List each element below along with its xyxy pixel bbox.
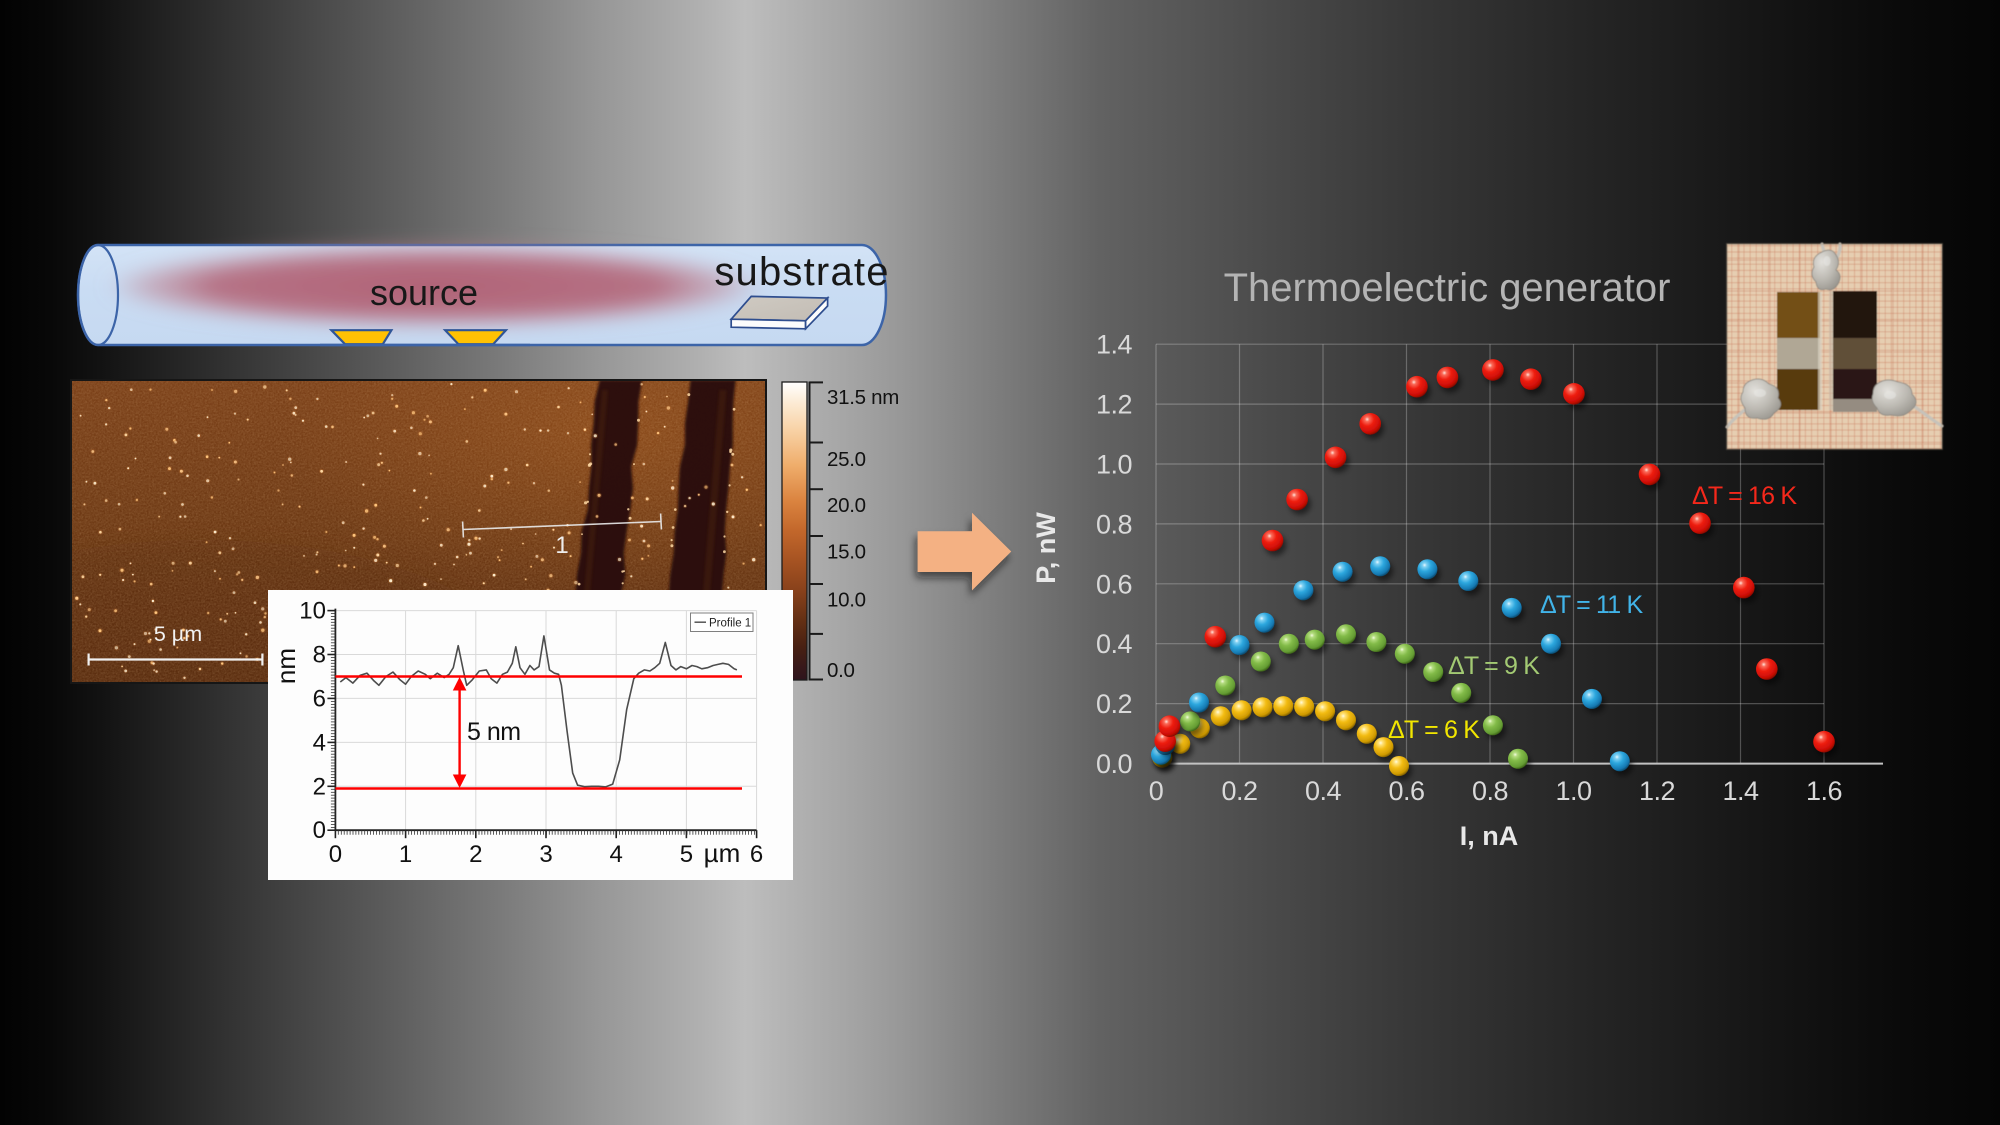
svg-text:Profile 1: Profile 1 bbox=[709, 618, 751, 630]
svg-text:0.2: 0.2 bbox=[1221, 776, 1257, 806]
svg-text:P, nW: P, nW bbox=[1031, 512, 1061, 584]
svg-text:I, nA: I, nA bbox=[1460, 821, 1519, 851]
svg-text:0.8: 0.8 bbox=[1096, 509, 1132, 539]
svg-text:5 nm: 5 nm bbox=[467, 718, 521, 746]
svg-text:1.0: 1.0 bbox=[1096, 450, 1132, 480]
svg-text:25.0: 25.0 bbox=[827, 448, 866, 471]
svg-text:10.0: 10.0 bbox=[827, 589, 866, 612]
svg-text:1.4: 1.4 bbox=[1722, 776, 1759, 806]
svg-text:0.2: 0.2 bbox=[1096, 689, 1132, 719]
svg-text:ΔT = 16 K: ΔT = 16 K bbox=[1692, 482, 1797, 510]
svg-text:0.4: 0.4 bbox=[1305, 776, 1342, 806]
svg-text:5 µm: 5 µm bbox=[154, 622, 202, 646]
svg-text:5: 5 bbox=[680, 841, 693, 868]
svg-text:substrate: substrate bbox=[714, 250, 889, 294]
svg-text:ΔT = 11 K: ΔT = 11 K bbox=[1540, 591, 1644, 619]
svg-text:1.0: 1.0 bbox=[1555, 776, 1591, 806]
svg-text:0.0: 0.0 bbox=[827, 659, 855, 682]
svg-text:source: source bbox=[370, 272, 478, 313]
svg-text:8: 8 bbox=[313, 642, 326, 669]
svg-text:0: 0 bbox=[329, 841, 342, 868]
svg-text:1: 1 bbox=[555, 532, 568, 559]
svg-text:Thermoelectric generator: Thermoelectric generator bbox=[1224, 266, 1671, 310]
svg-text:1.2: 1.2 bbox=[1096, 390, 1132, 420]
svg-text:31.5 nm: 31.5 nm bbox=[827, 386, 899, 409]
svg-text:1.2: 1.2 bbox=[1639, 776, 1675, 806]
svg-text:6: 6 bbox=[313, 685, 326, 712]
svg-text:1: 1 bbox=[399, 841, 412, 868]
svg-text:1.4: 1.4 bbox=[1096, 330, 1133, 360]
svg-text:15.0: 15.0 bbox=[827, 541, 866, 564]
svg-text:20.0: 20.0 bbox=[827, 494, 866, 517]
svg-text:4: 4 bbox=[313, 729, 326, 756]
svg-text:0.8: 0.8 bbox=[1472, 776, 1508, 806]
svg-text:nm: nm bbox=[271, 648, 301, 684]
svg-text:0.6: 0.6 bbox=[1388, 776, 1424, 806]
svg-text:µm: µm bbox=[704, 838, 741, 868]
svg-text:0.0: 0.0 bbox=[1096, 749, 1132, 779]
svg-text:2: 2 bbox=[313, 773, 326, 800]
svg-text:0.6: 0.6 bbox=[1096, 569, 1132, 599]
svg-text:2: 2 bbox=[469, 841, 482, 868]
svg-text:10: 10 bbox=[299, 598, 326, 625]
svg-text:0.4: 0.4 bbox=[1096, 629, 1133, 659]
svg-text:6: 6 bbox=[750, 841, 763, 868]
svg-text:0: 0 bbox=[1149, 776, 1164, 806]
svg-text:ΔT = 6 K: ΔT = 6 K bbox=[1388, 716, 1480, 744]
svg-text:4: 4 bbox=[610, 841, 623, 868]
svg-text:3: 3 bbox=[539, 841, 552, 868]
svg-text:ΔT = 9 K: ΔT = 9 K bbox=[1448, 652, 1540, 680]
svg-text:1.6: 1.6 bbox=[1806, 776, 1842, 806]
svg-text:0: 0 bbox=[313, 817, 326, 844]
